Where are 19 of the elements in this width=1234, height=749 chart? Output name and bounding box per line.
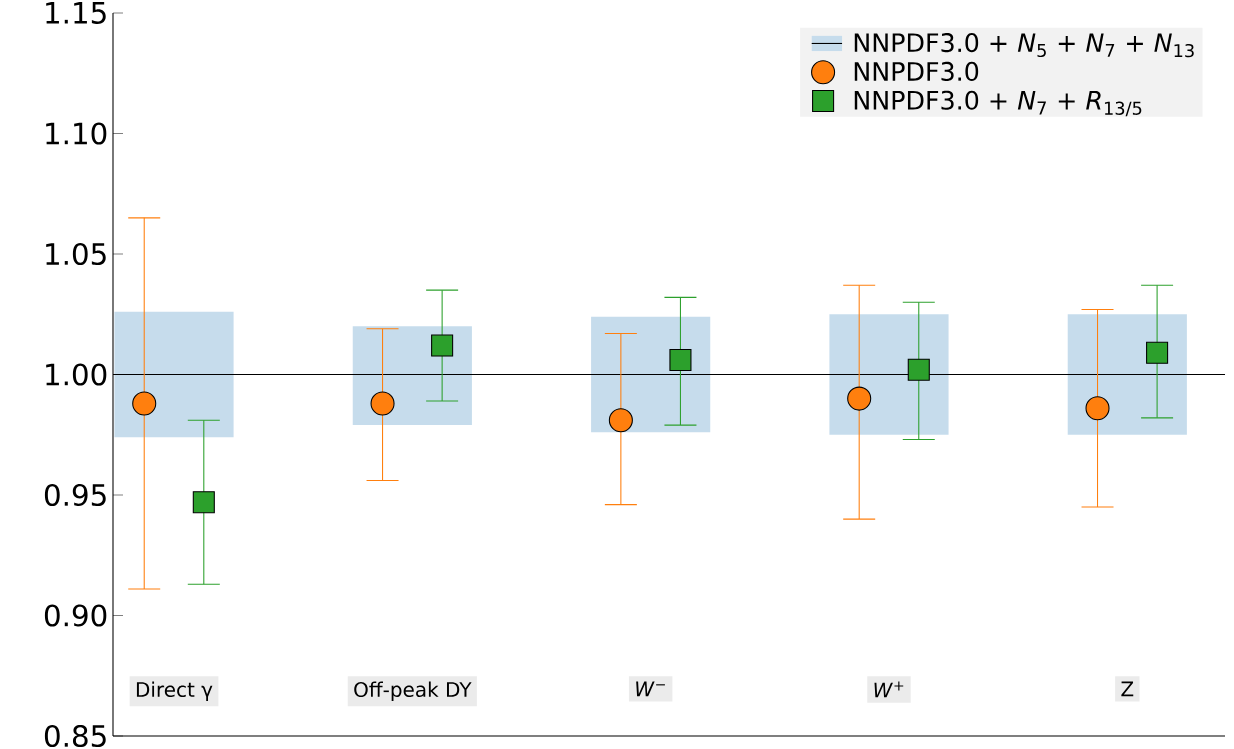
legend-label: NNPDF3.0 + N$_{7}$ + R$_{13/5}$ [854,90,1142,117]
bar [1067,314,1187,435]
x-tick-label: Z [1121,681,1134,697]
y-tick-label: 1.00 [46,363,107,386]
bar [591,316,711,433]
x-tick-label: W$^{+}$ [874,681,904,698]
bar [829,314,949,435]
x-tick-label: W$^{−}$ [636,681,665,697]
y-tick-label: 0.90 [44,604,107,627]
y-tick-label: 1.15 [46,2,106,24]
y-tick-label: 1.10 [46,122,107,145]
legend-label: NNPDF3.0 [854,61,979,82]
y-tick-label: 0.95 [44,483,106,507]
x-tick-label: Direct γ [136,681,213,701]
text: NNPDF3.0 + N$_{5}$ + N$_{7}$ + N$_{13}$ [854,33,1194,58]
x-tick-label: Off-peak DY [354,681,472,701]
y-tick-label: 1.05 [46,242,106,266]
y-tick-label: 0.85 [44,724,106,748]
bar [114,311,234,438]
